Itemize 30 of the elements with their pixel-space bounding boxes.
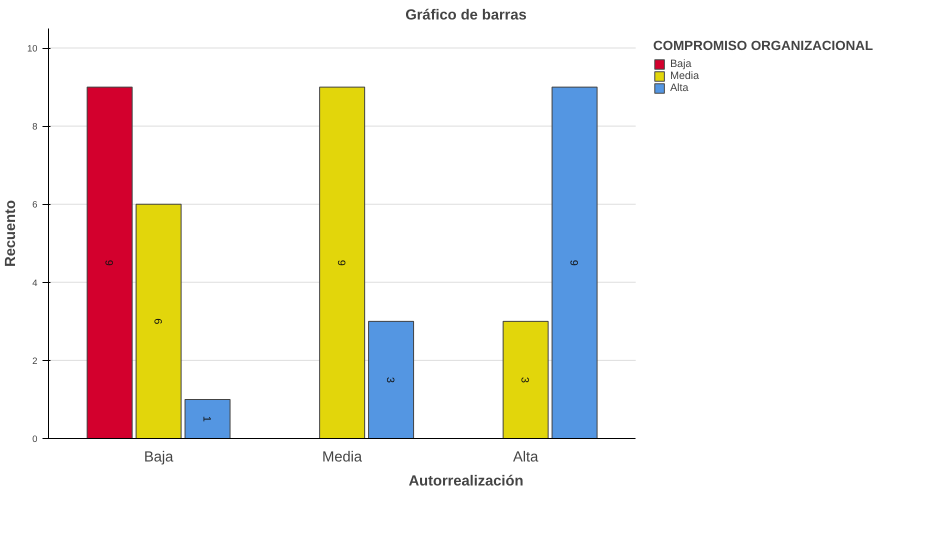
y-tick-label: 0 <box>32 434 38 444</box>
data-label: 9 <box>102 260 115 266</box>
legend-label: Media <box>670 70 700 82</box>
legend-title: COMPROMISO ORGANIZACIONAL <box>653 38 873 53</box>
y-tick-label: 8 <box>32 122 38 132</box>
data-label: 3 <box>518 376 531 383</box>
chart-title: Gráfico de barras <box>405 8 527 24</box>
bar <box>319 86 366 438</box>
y-tick-label: 10 <box>27 44 38 54</box>
bar <box>136 204 182 438</box>
legend-label: Alta <box>670 82 690 94</box>
bar <box>368 320 414 438</box>
y-tick-label: 6 <box>32 200 38 210</box>
data-label: 9 <box>335 260 348 266</box>
x-tick-label: Media <box>322 450 363 466</box>
y-tick-label: 4 <box>32 278 38 288</box>
data-label: 6 <box>152 318 164 324</box>
x-axis-title: Autorrealización <box>408 474 524 490</box>
data-label: 3 <box>384 376 396 383</box>
bar <box>552 86 598 438</box>
y-axis-title: Recuento <box>3 200 20 267</box>
bar <box>184 398 231 438</box>
y-tick-label: 2 <box>32 356 38 366</box>
data-label: 9 <box>568 260 580 266</box>
x-tick-label: Baja <box>144 450 174 466</box>
data-label: 1 <box>200 416 213 422</box>
x-tick-label: Alta <box>513 450 540 466</box>
bar <box>86 86 133 438</box>
legend-label: Baja <box>670 58 692 70</box>
bar <box>502 320 549 438</box>
